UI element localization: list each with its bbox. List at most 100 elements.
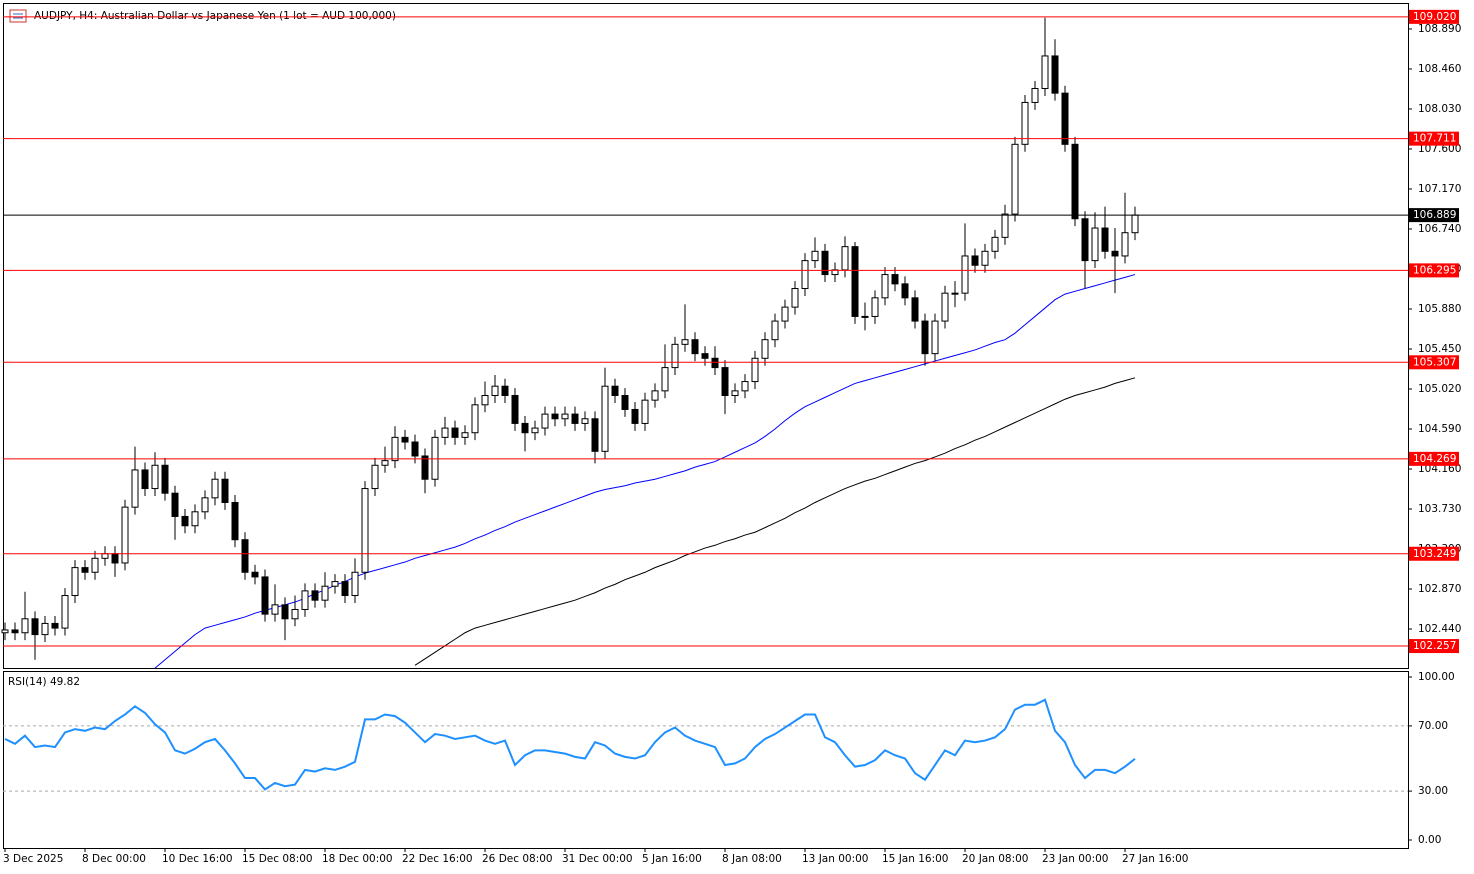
candle-body <box>771 320 779 341</box>
candle-body <box>701 353 709 359</box>
candle-body <box>511 395 519 424</box>
level-label: 104.269 <box>1413 453 1456 465</box>
candle-body <box>971 255 979 266</box>
y-tick-label: 104.590 <box>1418 423 1461 435</box>
candle-body <box>721 367 729 397</box>
candle-body <box>851 246 859 317</box>
candle-body <box>251 571 259 578</box>
y-tick-label: 30.00 <box>1418 785 1448 797</box>
candle-body <box>571 413 579 424</box>
candle-body <box>61 595 69 629</box>
candle-body <box>671 343 679 369</box>
candle-body <box>21 618 29 634</box>
y-tick-label: 102.870 <box>1418 583 1461 595</box>
level-label: 105.307 <box>1413 356 1456 368</box>
candle-body <box>531 427 539 434</box>
candle-body <box>821 250 829 276</box>
y-tick-label: 103.730 <box>1418 503 1461 515</box>
candle-body <box>1061 92 1069 145</box>
candle-body <box>1101 227 1109 252</box>
candle-body <box>141 469 149 490</box>
level-label: 103.249 <box>1413 548 1456 560</box>
x-tick-label: 15 Jan 16:00 <box>882 853 948 865</box>
candle-body <box>421 455 429 480</box>
candle-body <box>401 436 409 443</box>
y-tick-label: 105.880 <box>1418 303 1461 315</box>
candle-body <box>431 436 439 480</box>
candle-body <box>11 629 19 634</box>
candle-body <box>481 395 489 406</box>
x-tick-label: 15 Dec 08:00 <box>242 853 313 865</box>
x-tick-label: 13 Jan 00:00 <box>802 853 868 865</box>
level-label-box <box>1409 263 1459 278</box>
y-tick-label: 100.00 <box>1418 671 1455 683</box>
candle-body <box>751 357 759 383</box>
candle-body <box>841 246 849 271</box>
candle-body <box>681 339 689 345</box>
candle-body <box>861 315 869 318</box>
candle-body <box>411 441 419 457</box>
candle-body <box>951 292 959 295</box>
candle-body <box>211 478 219 499</box>
x-tick-label: 8 Dec 00:00 <box>82 853 146 865</box>
candle-body <box>391 436 399 462</box>
candle-body <box>51 622 59 629</box>
candle-body <box>1081 218 1089 262</box>
candle-body <box>31 618 39 636</box>
candle-body <box>881 274 889 299</box>
last-price-box <box>1409 208 1459 223</box>
candle-body <box>761 339 769 359</box>
candle-body <box>1 629 9 634</box>
level-label-box <box>1409 546 1459 561</box>
candle-body <box>321 585 329 601</box>
candle-body <box>201 497 209 513</box>
y-tick-label: 106.740 <box>1418 223 1461 235</box>
x-tick-label: 5 Jan 16:00 <box>642 853 702 865</box>
candle-body <box>1001 213 1009 238</box>
y-tick-label: 105.450 <box>1418 343 1461 355</box>
chart-title: AUDJPY, H4: Australian Dollar vs Japanes… <box>34 10 396 22</box>
last-price-label: 106.889 <box>1413 209 1456 221</box>
candle-body <box>731 390 739 397</box>
x-tick-label: 10 Dec 16:00 <box>162 853 233 865</box>
candle-body <box>891 274 899 285</box>
symbol-icon <box>9 9 27 23</box>
level-label-box <box>1409 131 1459 146</box>
candle-body <box>541 413 549 429</box>
candle-body <box>191 511 199 527</box>
candle-body <box>91 557 99 573</box>
candle-body <box>281 604 289 620</box>
candle-body <box>641 399 649 424</box>
candle-body <box>41 622 49 636</box>
candle-body <box>741 381 749 392</box>
level-label-box <box>1409 639 1459 654</box>
candle-body <box>351 571 359 597</box>
candle-body <box>651 390 659 401</box>
candle-body <box>1031 87 1039 103</box>
candle-body <box>301 590 309 610</box>
y-tick-label: 108.030 <box>1418 103 1461 115</box>
candle-body <box>811 250 819 262</box>
level-label: 102.257 <box>1413 640 1456 652</box>
candle-body <box>581 418 589 424</box>
y-tick-label: 102.440 <box>1418 623 1461 635</box>
x-tick-label: 26 Dec 08:00 <box>482 853 553 865</box>
candle-body <box>1071 143 1079 220</box>
y-tick-label: 108.460 <box>1418 63 1461 75</box>
candle-body <box>981 250 989 266</box>
y-tick-label: 0.00 <box>1418 834 1441 846</box>
candle-body <box>991 236 999 252</box>
candle-body <box>1131 214 1139 234</box>
candle-body <box>491 385 499 397</box>
x-tick-label: 27 Jan 16:00 <box>1122 853 1188 865</box>
candle-body <box>801 260 809 290</box>
candle-body <box>611 385 619 397</box>
moving-average <box>414 377 1136 666</box>
y-tick-label: 105.020 <box>1418 383 1461 395</box>
candle-body <box>471 404 479 434</box>
x-tick-label: 31 Dec 00:00 <box>562 853 633 865</box>
candle-body <box>791 288 799 308</box>
candle-body <box>781 306 789 322</box>
level-label: 107.711 <box>1413 133 1456 145</box>
